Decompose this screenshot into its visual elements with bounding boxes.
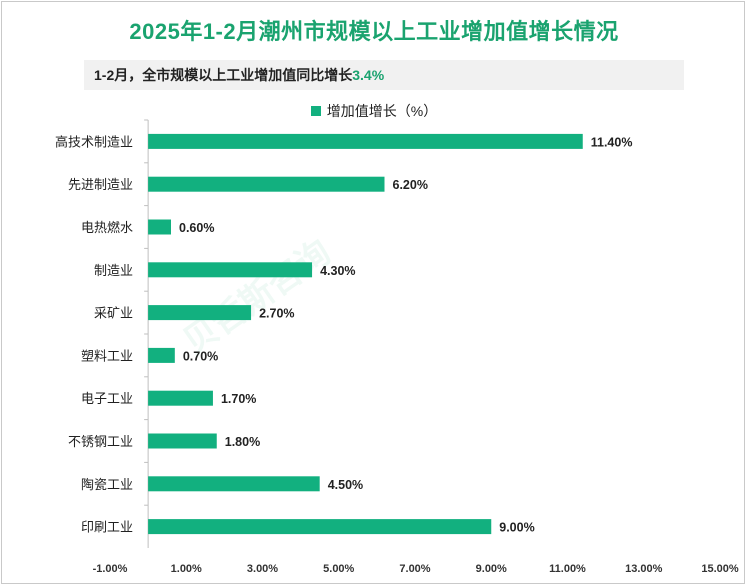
category-label: 采矿业 xyxy=(94,306,133,321)
bar xyxy=(148,305,252,321)
bar xyxy=(148,262,313,278)
data-label: 4.30% xyxy=(320,264,355,278)
subtitle-highlight: 3.4% xyxy=(352,67,385,83)
bar xyxy=(148,390,213,406)
data-label: 4.50% xyxy=(328,478,363,492)
x-tick-label: 11.00% xyxy=(549,563,586,575)
x-tick-label: 15.00% xyxy=(701,563,739,575)
x-tick-label: 9.00% xyxy=(476,563,507,575)
data-label: 1.80% xyxy=(225,435,260,449)
x-tick-label: -1.00% xyxy=(93,563,128,575)
data-label: 6.20% xyxy=(393,178,428,192)
category-label: 高技术制造业 xyxy=(55,134,133,149)
category-label: 塑料工业 xyxy=(81,348,133,363)
category-label: 陶瓷工业 xyxy=(81,477,133,492)
chart-title: 2025年1-2月潮州市规模以上工业增加值增长情况 xyxy=(129,19,619,44)
data-label: 1.70% xyxy=(221,392,256,406)
x-tick-label: 7.00% xyxy=(399,563,430,575)
category-label: 电热燃水 xyxy=(81,220,133,235)
bar xyxy=(148,219,171,235)
data-label: 2.70% xyxy=(259,307,294,321)
bar xyxy=(148,176,385,192)
x-tick-label: 1.00% xyxy=(171,563,202,575)
category-label: 制造业 xyxy=(94,263,133,278)
bar xyxy=(148,133,583,149)
bar xyxy=(148,519,492,535)
subtitle-text: 1-2月，全市规模以上工业增加值同比增长 xyxy=(94,67,353,83)
x-tick-label: 13.00% xyxy=(625,563,663,575)
bar xyxy=(148,347,175,363)
legend-label: 增加值增长（%） xyxy=(326,103,438,119)
data-label: 0.60% xyxy=(179,221,214,235)
category-label: 电子工业 xyxy=(81,391,133,406)
x-tick-label: 5.00% xyxy=(323,563,354,575)
data-label: 0.70% xyxy=(183,349,218,363)
chart-legend: 增加值增长（%） xyxy=(0,101,748,121)
category-label: 不锈钢工业 xyxy=(68,434,133,449)
bar xyxy=(148,476,320,492)
category-label: 印刷工业 xyxy=(81,520,133,535)
legend-swatch xyxy=(310,106,321,116)
chart-subtitle: 1-2月，全市规模以上工业增加值同比增长3.4% xyxy=(84,60,684,90)
x-tick-label: 3.00% xyxy=(247,563,278,575)
data-label: 11.40% xyxy=(591,135,633,149)
category-label: 先进制造业 xyxy=(68,177,133,192)
bar xyxy=(148,433,217,449)
data-label: 9.00% xyxy=(499,521,534,535)
